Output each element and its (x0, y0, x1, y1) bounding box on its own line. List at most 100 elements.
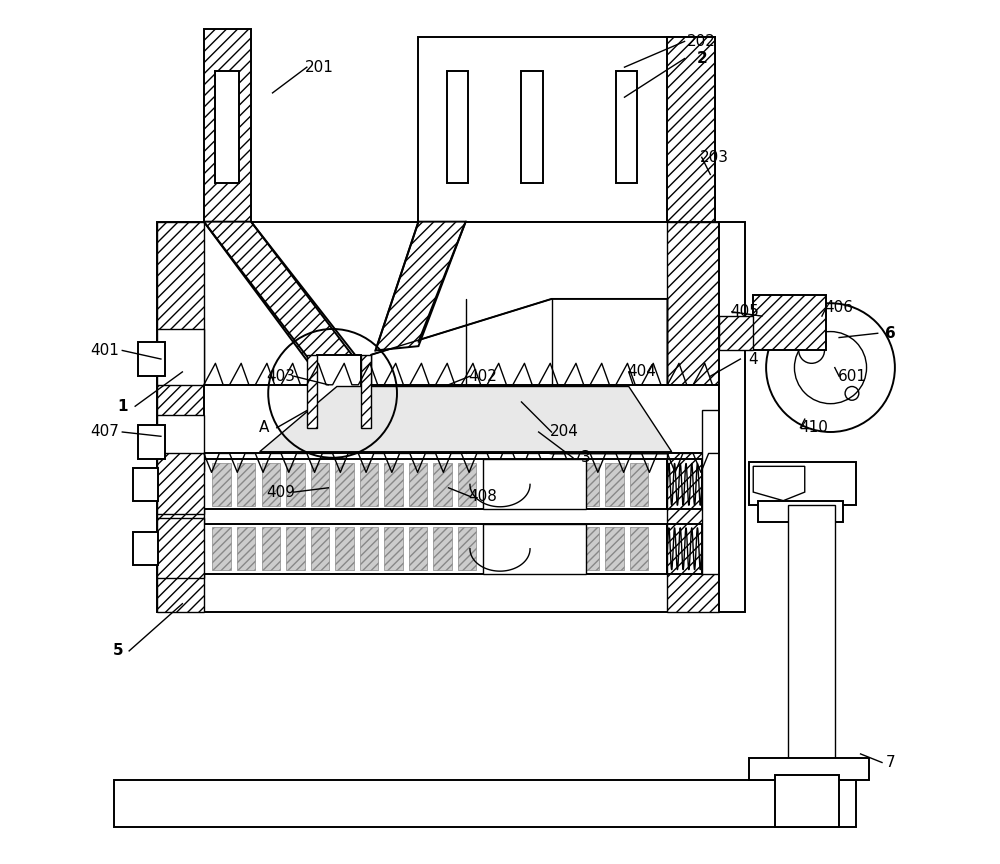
Polygon shape (157, 518, 204, 578)
Polygon shape (483, 524, 586, 574)
Bar (483, 527, 501, 570)
Polygon shape (157, 454, 204, 513)
Text: 402: 402 (468, 369, 497, 384)
Bar (418, 37, 715, 222)
Text: 406: 406 (825, 300, 854, 315)
Bar (384, 527, 403, 570)
Polygon shape (371, 299, 667, 454)
Bar (521, 72, 543, 183)
Circle shape (766, 303, 895, 432)
Bar (212, 463, 231, 505)
Bar (157, 329, 204, 384)
Bar (775, 775, 839, 827)
Text: 5: 5 (113, 644, 123, 658)
Bar (307, 355, 317, 428)
Bar (458, 463, 476, 505)
Bar (286, 463, 305, 505)
Text: 407: 407 (91, 424, 120, 440)
Text: 404: 404 (627, 365, 656, 379)
Bar (616, 72, 637, 183)
Text: 7: 7 (886, 755, 895, 770)
Bar (335, 527, 354, 570)
Text: 403: 403 (267, 369, 296, 384)
Text: 410: 410 (799, 420, 828, 435)
Bar (753, 295, 826, 351)
Polygon shape (204, 222, 358, 372)
Bar (311, 527, 329, 570)
Bar (788, 505, 835, 763)
Text: 4: 4 (748, 352, 758, 366)
Polygon shape (667, 222, 719, 613)
Bar (433, 527, 452, 570)
Bar (447, 72, 468, 183)
Bar (237, 463, 255, 505)
Bar (719, 222, 745, 613)
Text: 3: 3 (581, 450, 591, 465)
Polygon shape (204, 384, 719, 454)
Bar (532, 463, 550, 505)
Bar (630, 527, 648, 570)
Bar (507, 463, 526, 505)
Bar (317, 355, 361, 428)
Bar (581, 463, 599, 505)
Text: 6: 6 (885, 326, 896, 340)
Polygon shape (260, 386, 672, 452)
Bar (360, 527, 378, 570)
Bar (667, 37, 715, 222)
Bar (204, 524, 667, 574)
Bar (157, 415, 204, 471)
Bar (133, 532, 158, 565)
Bar (409, 527, 427, 570)
Bar (630, 463, 648, 505)
Bar (262, 527, 280, 570)
Text: 409: 409 (267, 485, 296, 499)
Bar (237, 527, 255, 570)
Bar (483, 463, 501, 505)
Bar (758, 500, 843, 522)
Bar (605, 463, 624, 505)
Bar (361, 355, 371, 428)
Bar (311, 463, 329, 505)
Bar (262, 463, 280, 505)
Bar (702, 410, 719, 574)
Bar (114, 779, 856, 827)
Bar (556, 527, 575, 570)
Bar (749, 759, 869, 779)
Text: 405: 405 (730, 304, 759, 320)
Bar (286, 527, 305, 570)
Text: 601: 601 (837, 369, 866, 384)
Polygon shape (376, 222, 466, 351)
Bar (138, 425, 165, 460)
Bar (556, 463, 575, 505)
Text: 1: 1 (117, 399, 128, 414)
Bar (581, 527, 599, 570)
Polygon shape (157, 222, 204, 613)
Text: A: A (259, 420, 269, 435)
Bar (532, 527, 550, 570)
Bar (458, 527, 476, 570)
Bar (702, 460, 719, 509)
Text: 204: 204 (550, 424, 579, 440)
Bar (507, 527, 526, 570)
Text: 201: 201 (305, 60, 334, 74)
Polygon shape (483, 460, 586, 509)
Text: 203: 203 (700, 149, 729, 165)
Bar (409, 463, 427, 505)
Text: 2: 2 (696, 51, 707, 66)
Bar (418, 222, 715, 454)
Bar (667, 460, 702, 509)
Bar (384, 463, 403, 505)
Bar (157, 222, 719, 613)
Bar (204, 29, 251, 222)
Bar (204, 460, 667, 509)
Bar (133, 468, 158, 500)
Bar (360, 463, 378, 505)
Bar (212, 527, 231, 570)
Bar (335, 463, 354, 505)
Text: 202: 202 (687, 34, 716, 49)
Bar (749, 462, 856, 505)
Bar (605, 527, 624, 570)
Bar (138, 342, 165, 376)
Polygon shape (719, 316, 753, 351)
Text: 408: 408 (468, 489, 497, 504)
